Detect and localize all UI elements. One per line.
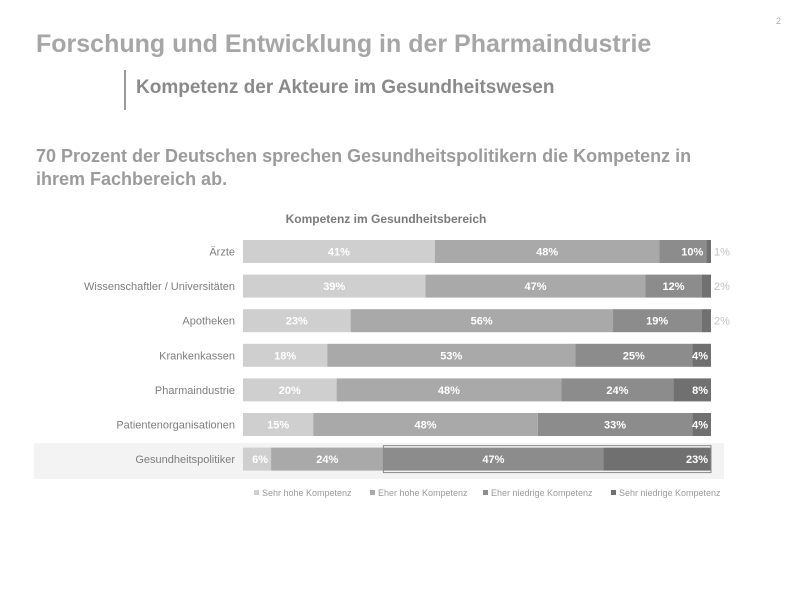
bar-segment [243,343,328,367]
data-label: 48% [415,420,437,432]
bar-segment [575,343,693,367]
bar-segment [327,343,576,367]
page-title: Forschung und Entwicklung in der Pharmai… [36,30,652,58]
category-label: Wissenschaftler / Universitäten [84,281,235,293]
bar-segment [612,309,702,333]
subtitle-accent-bar [124,70,126,110]
data-label: 47% [482,454,504,466]
bar-segment [659,240,707,263]
data-label: 24% [606,385,628,397]
data-label: 18% [274,350,296,362]
data-label: 12% [663,281,685,293]
bar-segment [313,413,538,436]
bar-segment [383,447,604,471]
bar-segment [692,343,711,367]
legend-swatch [370,490,375,495]
page-number: 2 [775,16,781,26]
legend-label: Eher niedrige Kompetenz [491,488,593,498]
data-label: 23% [686,454,708,466]
data-label: 8% [692,385,708,397]
bars-group: Ärzte 41% 48% 10% 1% Wissenschaftler / Univer… [84,240,730,474]
bar-segment [701,274,711,298]
data-label: 4% [692,420,708,432]
data-label: 33% [604,420,626,432]
data-label: 10% [681,247,703,259]
legend-label: Sehr hohe Kompetenz [262,488,352,498]
data-label: 23% [286,316,308,328]
bar-segment [701,309,711,333]
data-label: 19% [646,316,668,328]
chart-title: Kompetenz im Gesundheitsbereich [286,212,487,226]
data-label: 20% [279,385,301,397]
bar-segment [434,240,660,263]
data-label: 6% [252,454,268,466]
bar-segment [243,240,435,263]
category-label: Apotheken [182,316,235,328]
category-label: Patientenorganisationen [116,420,235,432]
bar-segment [561,378,674,402]
bar-segment [706,240,711,263]
data-label: 1% [714,247,730,259]
category-label: Gesundheitspolitiker [135,454,235,466]
data-label: 2% [714,316,730,328]
category-label: Ärzte [209,247,235,259]
data-label: 24% [316,454,338,466]
category-label: Pharmaindustrie [155,385,235,397]
bar-segment [271,447,384,471]
bar-segment [243,447,272,471]
bar-segment [243,378,337,402]
legend-swatch [611,490,616,495]
legend-label: Sehr niedrige Kompetenz [619,488,721,498]
data-label: 4% [692,350,708,362]
bar-segment [243,309,351,333]
bar-segment [336,378,562,402]
bar-segment [537,413,693,436]
data-label: 25% [623,350,645,362]
data-label: 48% [536,247,558,259]
bar-segment [243,274,426,298]
legend: Sehr hohe Kompetenz Eher hohe Kompetenz Eh… [254,488,721,498]
data-label: 2% [714,281,730,293]
data-label: 53% [440,350,462,362]
highlight-outline [382,445,712,474]
page-subtitle: Kompetenz der Akteure im Gesundheitswese… [136,77,555,98]
data-label: 47% [524,281,546,293]
bar-segment [603,447,711,471]
bar-segment [692,413,711,436]
data-label: 48% [438,385,460,397]
bar-segment [425,274,646,298]
bar-segment [243,413,314,436]
bar-segment [350,309,613,333]
legend-swatch [254,490,259,495]
bar-segment [673,378,711,402]
legend-label: Eher hohe Kompetenz [378,488,468,498]
category-label: Krankenkassen [159,350,235,362]
data-label: 15% [267,420,289,432]
data-label: 41% [328,247,350,259]
legend-swatch [483,490,488,495]
bar-segment [645,274,702,298]
data-label: 39% [323,281,345,293]
chart-headline: 70 Prozent der Deutschen sprechen Gesund… [36,146,692,189]
data-label: 56% [471,316,493,328]
